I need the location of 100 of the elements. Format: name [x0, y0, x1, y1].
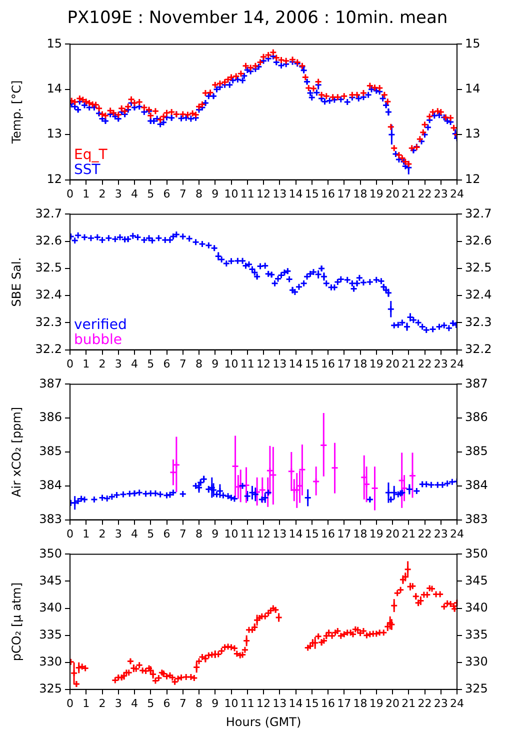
y-tick-label: 385 — [39, 444, 62, 458]
x-tick-label: 18 — [353, 696, 368, 710]
y-tick-label: 383 — [39, 512, 62, 526]
x-tick-label: 23 — [434, 527, 448, 540]
y2-tick-label: 32.2 — [465, 342, 492, 356]
x-tick-label: 9 — [212, 187, 219, 200]
x-tick-label: 15 — [304, 527, 319, 540]
x-tick-label: 2 — [98, 527, 106, 540]
y-axis-title: Air xCO₂ [ppm] — [9, 406, 24, 498]
x-tick-label: 23 — [434, 696, 448, 710]
x-tick-label: 19 — [369, 527, 384, 540]
x-tick-label: 23 — [434, 357, 448, 370]
y-tick-label: 14 — [46, 82, 62, 96]
x-tick-label: 15 — [304, 696, 319, 710]
x-tick-label: 11 — [240, 357, 254, 370]
x-tick-label: 1 — [82, 696, 90, 710]
x-tick-label: 6 — [163, 696, 170, 710]
x-tick-label: 4 — [131, 187, 138, 200]
x-tick-label: 16 — [321, 187, 335, 200]
x-tick-label: 4 — [131, 696, 138, 710]
x-tick-label: 23 — [434, 187, 448, 200]
x-tick-label: 14 — [288, 187, 303, 200]
x-tick-label: 0 — [66, 527, 74, 540]
y2-tick-label: 32.6 — [465, 233, 492, 248]
x-tick-label: 11 — [240, 187, 254, 200]
x-tick-label: 15 — [304, 357, 319, 370]
y2-tick-label: 330 — [465, 654, 488, 668]
y-tick-label: 15 — [46, 36, 62, 50]
y2-tick-label: 32.7 — [465, 206, 492, 220]
y-axis-title: pCO₂ [μ atm] — [9, 582, 24, 662]
y-tick-label: 386 — [39, 410, 62, 424]
y2-tick-label: 386 — [465, 410, 488, 424]
x-tick-label: 20 — [386, 187, 400, 200]
x-tick-label: 14 — [288, 527, 303, 540]
y2-tick-label: 32.5 — [465, 260, 492, 275]
x-tick-label: 9 — [212, 357, 219, 370]
x-tick-label: 11 — [240, 527, 254, 540]
x-tick-label: 14 — [288, 696, 303, 710]
y2-tick-label: 383 — [465, 512, 488, 526]
x-tick-label: 3 — [114, 187, 122, 200]
y-tick-label: 330 — [39, 654, 62, 668]
x-tick-label: 18 — [353, 357, 368, 370]
text: Eq_T — [74, 146, 108, 163]
x-tick-label: 5 — [147, 187, 154, 200]
y2-tick-label: 387 — [465, 376, 488, 390]
y2-tick-label: 350 — [465, 546, 488, 560]
x-tick-label: 3 — [114, 357, 122, 370]
x-tick-label: 13 — [272, 187, 287, 200]
x-tick-label: 19 — [369, 357, 384, 370]
x-tick-label: 22 — [418, 527, 432, 540]
x-tick-label: 16 — [321, 527, 335, 540]
y-tick-label: 345 — [39, 573, 62, 588]
y-tick-label: 340 — [39, 600, 62, 614]
x-tick-label: 16 — [321, 696, 335, 710]
x-tick-label: 17 — [337, 187, 352, 200]
y-tick-label: 325 — [39, 682, 62, 696]
x-tick-label: 14 — [288, 357, 303, 370]
x-tick-label: 17 — [337, 357, 352, 370]
x-tick-label: 6 — [163, 527, 170, 540]
x-tick-label: 19 — [369, 187, 384, 200]
legend-label: bubble — [74, 332, 122, 348]
x-tick-label: 10 — [224, 357, 238, 370]
y-axis-title: Temp. [°C] — [9, 80, 24, 145]
x-tick-label: 18 — [353, 527, 368, 540]
y2-tick-label: 340 — [465, 600, 488, 614]
x-tick-label: 7 — [179, 527, 186, 540]
x-tick-label: 3 — [114, 527, 122, 540]
y2-tick-label: 32.4 — [465, 288, 492, 302]
x-tick-label: 9 — [212, 527, 219, 540]
x-tick-label: 1 — [82, 527, 90, 540]
x-tick-label: 7 — [179, 357, 186, 370]
x-tick-label: 22 — [418, 357, 432, 370]
x-tick-label: 0 — [66, 696, 74, 710]
x-tick-label: 12 — [256, 696, 270, 710]
y-tick-label: 32.2 — [35, 342, 62, 356]
x-tick-label: 5 — [147, 357, 154, 370]
chart-title: PX109E : November 14, 2006 : 10min. mean — [66, 8, 449, 30]
y-tick-label: 32.3 — [35, 314, 62, 329]
x-tick-label: 8 — [196, 527, 202, 540]
x-tick-label: 19 — [369, 696, 384, 710]
text: verified — [74, 316, 127, 333]
x-tick-label: 20 — [386, 696, 400, 710]
x-tick-label: 12 — [256, 187, 270, 200]
y2-tick-label: 14 — [465, 82, 480, 96]
x-tick-label: 0 — [66, 187, 74, 200]
x-tick-label: 20 — [386, 527, 400, 540]
y2-tick-label: 335 — [465, 627, 488, 642]
x-tick-label: 13 — [272, 696, 287, 710]
x-tick-label: 24 — [450, 696, 464, 710]
x-tick-label: 8 — [196, 696, 202, 710]
y2-tick-label: 13 — [465, 126, 480, 141]
y2-tick-label: 345 — [465, 573, 488, 588]
y-tick-label: 32.6 — [35, 233, 62, 248]
text: SST — [74, 162, 101, 178]
x-tick-label: 1 — [82, 187, 90, 200]
x-tick-label: 1 — [82, 357, 90, 370]
x-tick-label: 24 — [450, 187, 464, 200]
x-tick-label: 2 — [98, 357, 106, 370]
y-tick-label: 12 — [46, 172, 62, 186]
x-tick-label: 21 — [402, 357, 416, 370]
